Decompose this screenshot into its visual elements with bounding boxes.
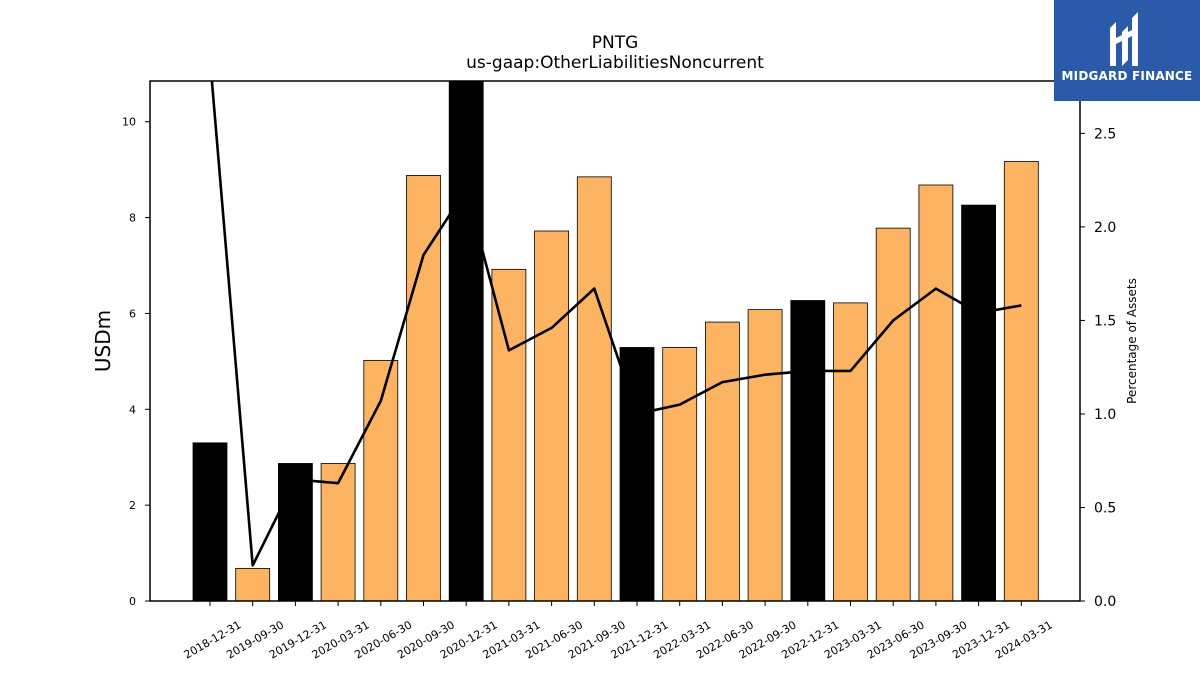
y-tick-label: 8 [129,212,136,225]
chart-subtitle: us-gaap:OtherLiabilitiesNoncurrent [466,53,764,73]
logo-text: MIDGARD FINANCE [1061,69,1193,83]
percentage-line [210,81,1022,567]
bar-2019-12-31 [277,463,313,602]
bar-2020-09-30 [406,175,441,602]
bar-2023-12-31 [961,204,996,602]
line-layer [210,81,1022,567]
bar-2021-12-31 [619,347,655,602]
y2-tick-label: 0.0 [1094,594,1116,610]
bar-2022-12-31 [790,300,826,602]
y-tick-label: 0 [129,595,136,608]
y2-tick-label: 0.5 [1094,500,1116,516]
y2-tick-label: 2.5 [1094,126,1116,142]
y2-tick-label: 1.5 [1094,313,1116,329]
bar-2020-12-31 [448,80,484,602]
y-axis-label: USDm [91,310,115,372]
bar-2023-06-30 [875,227,911,602]
y2-tick-label: 1.0 [1094,407,1116,423]
bar-2022-06-30 [705,321,740,602]
bar-2021-06-30 [534,230,569,602]
bar-2021-03-31 [491,268,527,602]
bar-2022-09-30 [747,309,783,602]
bars-group [192,80,1039,602]
bar-2022-03-31 [662,347,698,602]
bar-2024-03-31 [1003,161,1039,602]
bar-2019-09-30 [235,568,271,602]
bar-2018-12-31 [192,442,228,602]
y-tick-label: 6 [129,307,136,320]
y-tick-label: 10 [122,116,136,129]
y2-axis-label: Percentage of Assets [1125,278,1139,404]
midgard-logo-icon [1110,12,1138,66]
bar-2023-03-31 [833,302,868,602]
bar-2023-09-30 [918,184,954,602]
y-tick-label: 2 [129,499,136,512]
bar-2021-09-30 [576,176,612,602]
y2-tick-label: 2.0 [1094,220,1116,236]
brand-logo: MIDGARD FINANCE [1054,0,1200,101]
chart-title: PNTG [592,33,639,53]
plot-frame [149,80,1081,602]
bar-2020-03-31 [320,463,356,602]
y-tick-label: 4 [129,403,136,416]
